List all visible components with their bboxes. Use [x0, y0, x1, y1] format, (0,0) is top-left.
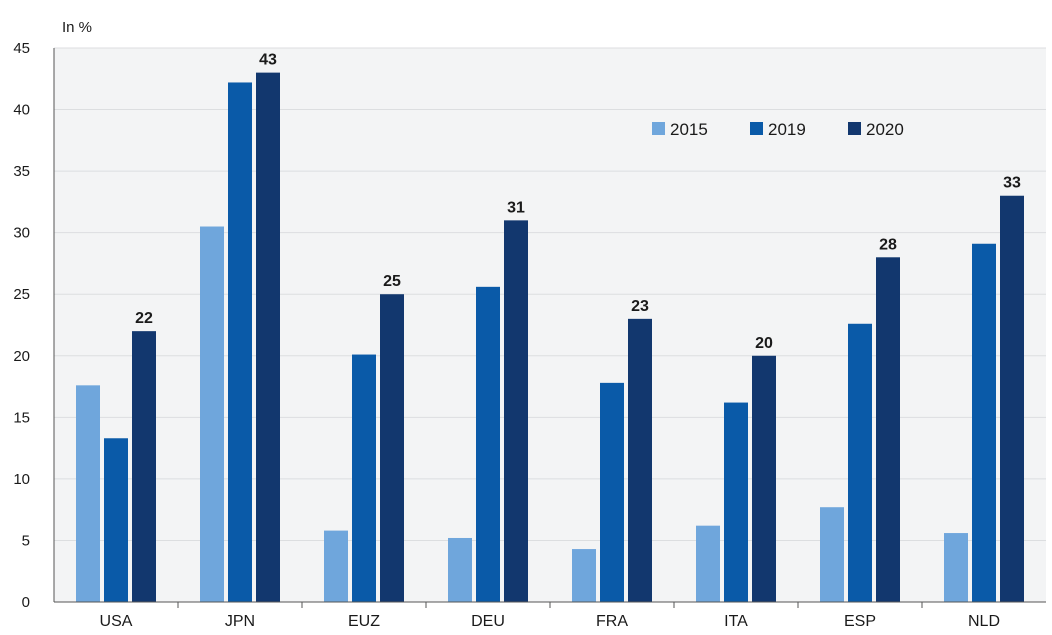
x-tick-label-fra: FRA	[596, 613, 628, 630]
data-label-ita: 20	[755, 335, 773, 352]
y-tick-label-15: 15	[13, 409, 30, 426]
bar-ita-2019	[724, 402, 748, 602]
bar-fra-2020	[628, 318, 652, 602]
data-label-euz: 25	[383, 273, 401, 290]
bar-esp-2015	[820, 507, 844, 602]
bar-fra-2015	[572, 549, 596, 602]
legend: 2015 2019 2020	[652, 120, 904, 139]
data-label-jpn: 43	[259, 52, 277, 69]
bar-usa-2019	[104, 438, 128, 602]
bar-ita-2015	[696, 525, 720, 602]
data-label-fra: 23	[631, 298, 649, 315]
x-tick-label-ita: ITA	[724, 613, 748, 630]
legend-label-2020: 2020	[866, 120, 904, 139]
y-tick-label-5: 5	[22, 532, 30, 549]
unit-label: In %	[62, 19, 92, 36]
bar-esp-2019	[848, 323, 872, 602]
x-tick-label-deu: DEU	[471, 613, 505, 630]
y-tick-label-35: 35	[13, 163, 30, 180]
y-tick-label-25: 25	[13, 286, 30, 303]
bar-euz-2015	[324, 530, 348, 602]
data-label-nld: 33	[1003, 175, 1021, 192]
y-tick-label-45: 45	[13, 40, 30, 57]
bar-nld-2015	[944, 533, 968, 602]
legend-label-2019: 2019	[768, 120, 806, 139]
bar-euz-2020	[380, 294, 404, 602]
x-tick-label-jpn: JPN	[225, 613, 255, 630]
y-tick-label-20: 20	[13, 348, 30, 365]
x-tick-label-euz: EUZ	[348, 613, 380, 630]
data-label-deu: 31	[507, 199, 525, 216]
y-tick-label-10: 10	[13, 471, 30, 488]
x-tick-labels: USA JPN EUZ DEU FRA ITA ESP NLD	[100, 602, 1000, 630]
legend-swatch-2020	[848, 122, 861, 135]
x-tick-label-usa: USA	[100, 613, 133, 630]
bar-fra-2019	[600, 382, 624, 602]
data-label-esp: 28	[879, 236, 897, 253]
y-tick-labels: 0 5 10 15 20 25 30 35 40 45	[13, 40, 30, 611]
bar-jpn-2015	[200, 226, 224, 602]
bar-jpn-2020	[256, 72, 280, 603]
bar-usa-2015	[76, 385, 100, 602]
bar-usa-2020	[132, 331, 156, 602]
legend-label-2015: 2015	[670, 120, 708, 139]
x-tick-label-nld: NLD	[968, 613, 1000, 630]
bar-nld-2019	[972, 243, 996, 602]
bar-euz-2019	[352, 354, 376, 602]
bars	[76, 72, 1024, 603]
data-label-usa: 22	[135, 310, 153, 327]
bar-jpn-2019	[228, 82, 252, 602]
x-tick-label-esp: ESP	[844, 613, 876, 630]
y-tick-label-30: 30	[13, 225, 30, 242]
bar-deu-2019	[476, 286, 500, 602]
bar-ita-2020	[752, 355, 776, 602]
y-tick-label-40: 40	[13, 102, 30, 119]
legend-swatch-2015	[652, 122, 665, 135]
data-labels: 22 43 25 31 23 20 28 33	[135, 52, 1021, 352]
bar-nld-2020	[1000, 195, 1024, 602]
bar-deu-2020	[504, 220, 528, 602]
bar-deu-2015	[448, 537, 472, 602]
bar-esp-2020	[876, 257, 900, 602]
y-tick-label-0: 0	[22, 594, 30, 611]
legend-swatch-2019	[750, 122, 763, 135]
